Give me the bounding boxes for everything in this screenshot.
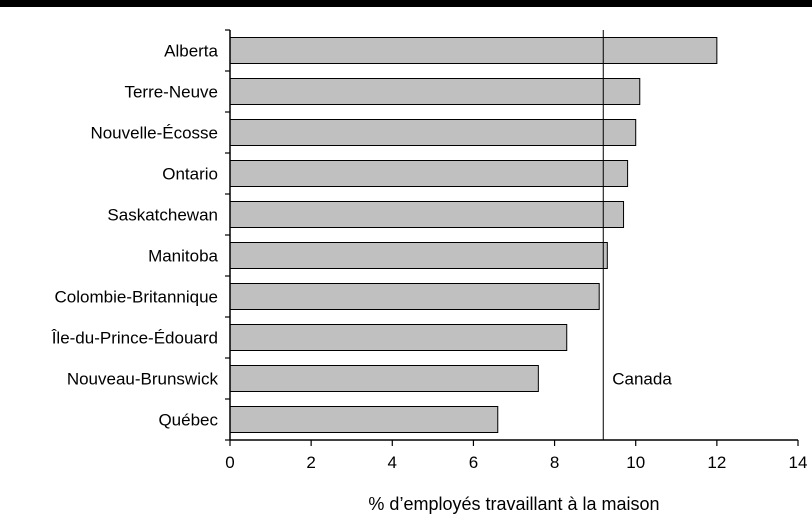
x-tick-label: 10: [626, 453, 645, 472]
top-rule: [0, 0, 812, 7]
bar: [229, 78, 641, 105]
category-label: Nouveau-Brunswick: [67, 370, 219, 389]
bar: [229, 283, 600, 310]
bar: [229, 201, 625, 228]
category-label: Colombie-Britannique: [55, 288, 218, 307]
bar: [229, 324, 568, 351]
bars-layer: [229, 37, 718, 433]
category-label: Québec: [158, 411, 218, 430]
x-tick-label: 0: [225, 453, 234, 472]
category-label: Manitoba: [148, 247, 218, 266]
x-tick-label: 2: [306, 453, 315, 472]
category-label: Terre-Neuve: [124, 83, 218, 102]
category-label: Ontario: [162, 165, 218, 184]
bar: [229, 365, 539, 392]
axis-layer: [225, 29, 799, 446]
x-tick-label: 14: [789, 453, 808, 472]
canada-reference-label: Canada: [612, 370, 672, 389]
bar: [229, 160, 629, 187]
category-label: Alberta: [164, 42, 218, 61]
category-label: Île-du-Prince-Édouard: [51, 329, 218, 348]
label-layer: Alberta Terre-Neuve Nouvelle-Écosse Ontario…: [51, 42, 808, 473]
bar: [229, 119, 637, 146]
x-tick-label: 8: [550, 453, 559, 472]
bar: [229, 406, 499, 433]
bar: [229, 37, 718, 64]
bar: [229, 242, 608, 269]
category-label: Nouvelle-Écosse: [90, 124, 218, 143]
category-label: Saskatchewan: [107, 206, 218, 225]
x-tick-label: 12: [707, 453, 726, 472]
x-axis-title: % d’employés travaillant à la maison: [368, 494, 659, 514]
x-tick-label: 4: [388, 453, 397, 472]
x-tick-label: 6: [469, 453, 478, 472]
